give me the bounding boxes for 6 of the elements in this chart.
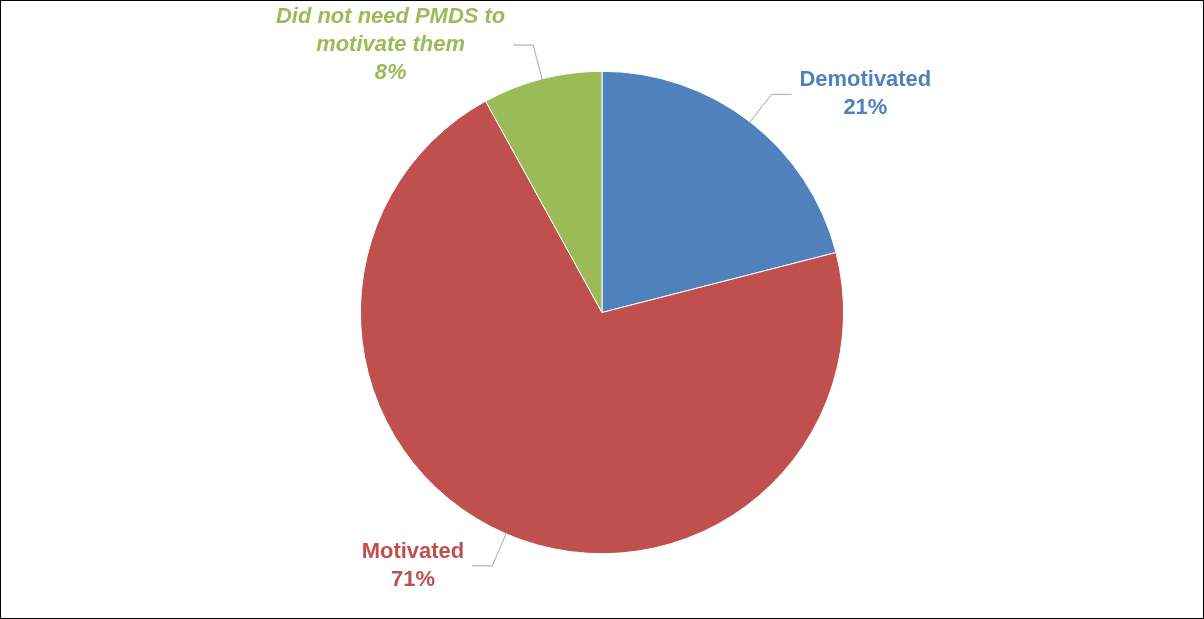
- slice-label: Did not need PMDS to motivate them: [275, 3, 506, 57]
- data-label: 21%: [843, 94, 888, 120]
- slice-label: Demotivated: [799, 66, 932, 92]
- data-label: 8%: [374, 59, 407, 85]
- slice-label: Motivated: [361, 537, 465, 563]
- data-label: 71%: [390, 565, 435, 591]
